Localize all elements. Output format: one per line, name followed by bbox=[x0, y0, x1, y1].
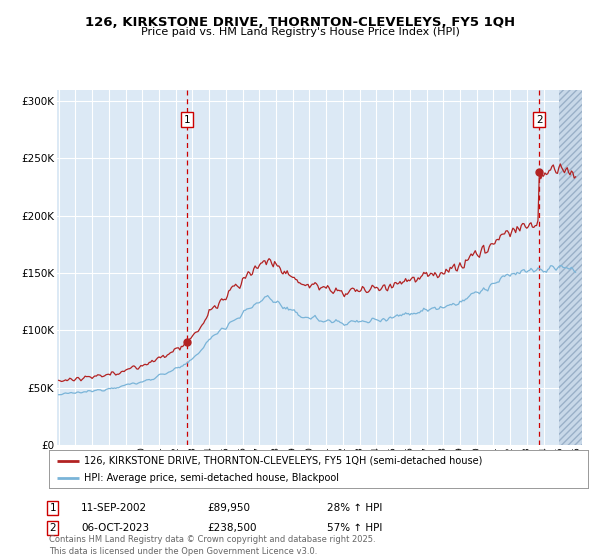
Text: 28% ↑ HPI: 28% ↑ HPI bbox=[327, 503, 382, 513]
Text: 11-SEP-2002: 11-SEP-2002 bbox=[81, 503, 147, 513]
Text: HPI: Average price, semi-detached house, Blackpool: HPI: Average price, semi-detached house,… bbox=[84, 473, 339, 483]
Text: 2: 2 bbox=[536, 115, 542, 125]
Text: 57% ↑ HPI: 57% ↑ HPI bbox=[327, 523, 382, 533]
Text: 126, KIRKSTONE DRIVE, THORNTON-CLEVELEYS, FY5 1QH (semi-detached house): 126, KIRKSTONE DRIVE, THORNTON-CLEVELEYS… bbox=[84, 455, 482, 465]
Text: 126, KIRKSTONE DRIVE, THORNTON-CLEVELEYS, FY5 1QH: 126, KIRKSTONE DRIVE, THORNTON-CLEVELEYS… bbox=[85, 16, 515, 29]
Text: £89,950: £89,950 bbox=[207, 503, 250, 513]
Text: Contains HM Land Registry data © Crown copyright and database right 2025.
This d: Contains HM Land Registry data © Crown c… bbox=[49, 535, 376, 556]
Text: 1: 1 bbox=[49, 503, 56, 513]
Text: Price paid vs. HM Land Registry's House Price Index (HPI): Price paid vs. HM Land Registry's House … bbox=[140, 27, 460, 37]
Text: 06-OCT-2023: 06-OCT-2023 bbox=[81, 523, 149, 533]
Bar bbox=[559, 90, 582, 445]
Text: 1: 1 bbox=[184, 115, 190, 125]
Text: £238,500: £238,500 bbox=[207, 523, 257, 533]
Text: 2: 2 bbox=[49, 523, 56, 533]
